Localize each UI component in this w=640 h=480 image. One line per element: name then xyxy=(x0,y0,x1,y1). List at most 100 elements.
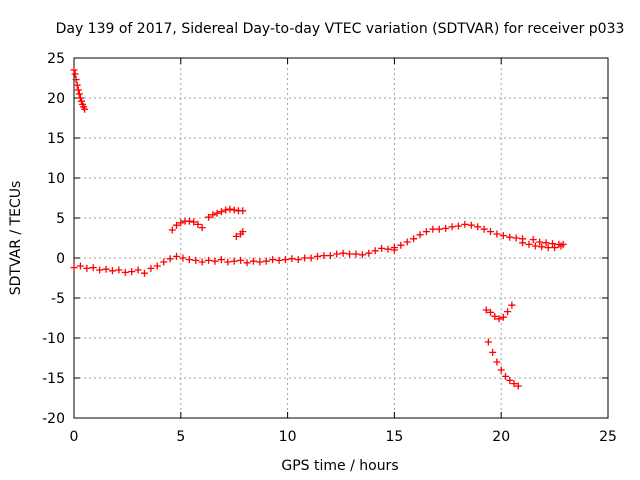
y-tick-label: 25 xyxy=(47,51,65,67)
data-point xyxy=(491,312,499,320)
data-point xyxy=(121,268,129,276)
x-tick-labels: 0 5 10 15 20 25 xyxy=(70,429,617,445)
data-point xyxy=(89,264,97,272)
data-point xyxy=(365,249,373,257)
data-point xyxy=(410,235,418,243)
data-point xyxy=(209,211,217,219)
data-point xyxy=(226,205,234,213)
data-point xyxy=(71,70,79,78)
series-arc-2 xyxy=(70,244,398,277)
data-point xyxy=(397,241,405,249)
data-point xyxy=(168,226,176,234)
y-tick-label: 10 xyxy=(47,171,65,187)
data-point xyxy=(320,252,328,260)
series-arc-7 xyxy=(205,205,247,221)
data-point xyxy=(185,256,193,264)
data-point xyxy=(72,76,80,84)
x-tick-label: 5 xyxy=(176,429,185,445)
chart-title: Day 139 of 2017, Sidereal Day-to-day VTE… xyxy=(56,21,625,37)
data-point xyxy=(211,257,219,265)
data-point xyxy=(487,308,495,316)
x-axis-title: GPS time / hours xyxy=(281,458,398,474)
data-point xyxy=(435,225,443,233)
data-point xyxy=(525,240,533,248)
axis-ticks xyxy=(73,57,609,419)
data-point xyxy=(384,245,392,253)
data-point xyxy=(294,256,302,264)
data-point xyxy=(179,254,187,262)
data-point xyxy=(461,220,469,228)
x-tick-label: 10 xyxy=(279,429,297,445)
data-point xyxy=(269,256,277,264)
data-point xyxy=(108,267,116,275)
data-point xyxy=(519,239,527,247)
y-tick-label: 20 xyxy=(47,91,65,107)
data-point xyxy=(177,219,185,227)
data-point xyxy=(173,252,181,260)
data-point xyxy=(482,306,490,314)
data-point xyxy=(448,223,456,231)
data-point xyxy=(474,223,482,231)
data-point xyxy=(512,234,520,242)
data-point xyxy=(83,264,91,272)
data-point xyxy=(73,81,81,89)
data-point xyxy=(339,249,347,257)
data-point xyxy=(288,255,296,263)
data-point xyxy=(531,242,539,250)
data-point xyxy=(224,258,232,266)
x-tick-label: 25 xyxy=(599,429,617,445)
data-point xyxy=(307,254,315,262)
data-point xyxy=(551,244,559,252)
data-point xyxy=(352,250,360,258)
data-point xyxy=(493,230,501,238)
data-point xyxy=(185,217,193,225)
data-point xyxy=(205,213,213,221)
data-point xyxy=(416,231,424,239)
grid xyxy=(74,58,608,418)
data-point xyxy=(230,206,238,214)
data-point xyxy=(504,308,512,316)
data-point xyxy=(239,207,247,215)
data-point xyxy=(74,86,82,94)
data-point xyxy=(422,228,430,236)
data-point xyxy=(442,224,450,232)
data-point xyxy=(358,251,366,259)
data-point xyxy=(429,225,437,233)
y-tick-label: -20 xyxy=(42,411,65,427)
series-arc-6 xyxy=(168,217,206,234)
data-point xyxy=(529,236,537,244)
data-point xyxy=(538,243,546,251)
y-tick-label: -10 xyxy=(42,331,65,347)
series-arc-9 xyxy=(482,301,516,323)
data-point xyxy=(134,266,142,274)
plot-frame xyxy=(73,57,609,419)
data-point xyxy=(378,244,386,252)
data-point xyxy=(495,315,503,323)
data-point xyxy=(256,258,264,266)
data-point xyxy=(115,266,123,274)
data-point xyxy=(128,268,136,276)
data-points xyxy=(70,66,567,390)
data-point xyxy=(510,380,518,388)
data-point xyxy=(239,228,247,236)
data-point xyxy=(281,256,289,264)
data-point xyxy=(81,105,89,113)
data-point xyxy=(96,266,104,274)
data-point xyxy=(198,258,206,266)
x-tick-label: 15 xyxy=(385,429,403,445)
data-point xyxy=(147,264,155,272)
data-point xyxy=(217,256,225,264)
data-point xyxy=(454,222,462,230)
data-point xyxy=(346,250,354,258)
data-point xyxy=(487,228,495,236)
y-tick-label: 5 xyxy=(56,211,65,227)
data-point xyxy=(198,224,206,232)
data-point xyxy=(559,240,567,248)
data-point xyxy=(194,220,202,228)
data-point xyxy=(390,244,398,252)
data-point xyxy=(75,90,83,98)
data-point xyxy=(403,238,411,246)
data-point xyxy=(536,238,544,246)
